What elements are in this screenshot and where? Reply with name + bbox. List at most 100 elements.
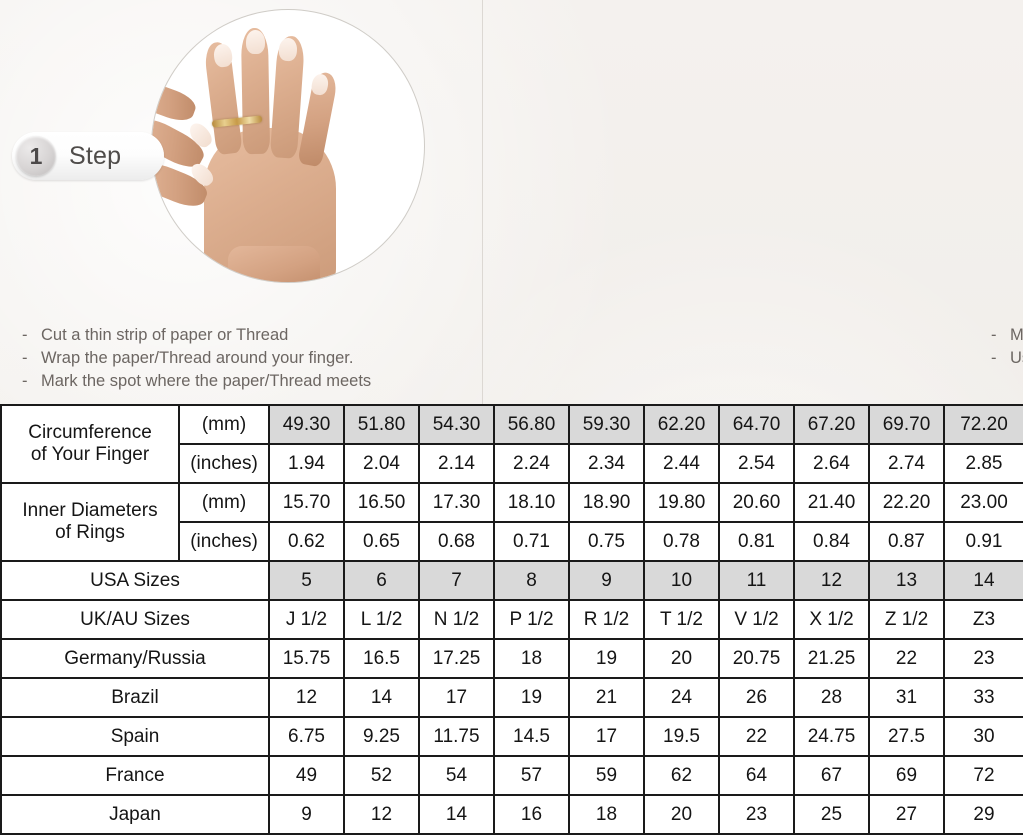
cell: 0.91	[943, 521, 1023, 562]
cell: 15.75	[268, 638, 345, 679]
cell: 20.60	[718, 482, 795, 523]
cell: 59	[568, 755, 645, 796]
cell: 18	[568, 794, 645, 835]
cell: 62	[643, 755, 720, 796]
unit-label: (inches)	[178, 521, 270, 562]
cell: 21.40	[793, 482, 870, 523]
step-1-panel: 1 Step - Cut a thin strip of paper or Th…	[0, 0, 483, 404]
cell: 27.5	[868, 716, 945, 757]
cell: 14	[343, 677, 420, 718]
instruction-item: - Cut a thin strip of paper or Thread	[22, 324, 462, 347]
cell: 54	[418, 755, 495, 796]
table-row: Inner Diameters of Rings (mm) 15.70 16.5…	[0, 482, 1023, 561]
panel-divider	[482, 0, 483, 404]
row-label-line-2: of Your Finger	[30, 444, 150, 465]
bullet-dash-icon: -	[991, 349, 997, 367]
row-label-spain: Spain	[0, 716, 270, 757]
cell: 13	[868, 560, 945, 601]
row-label-usa-sizes: USA Sizes	[0, 560, 270, 601]
cell: 6	[343, 560, 420, 601]
cell: 0.84	[793, 521, 870, 562]
row-label-france: France	[0, 755, 270, 796]
cell: 20	[643, 638, 720, 679]
cell: 18	[493, 638, 570, 679]
cell: 19	[568, 638, 645, 679]
cell: 12	[268, 677, 345, 718]
cell: 20	[643, 794, 720, 835]
cell: 49.30	[268, 404, 345, 445]
cell: Z3	[943, 599, 1023, 640]
ring-size-conversion-table: Circumference of Your Finger (mm) 49.30 …	[0, 404, 1023, 835]
cell: 7	[418, 560, 495, 601]
cell: 11	[718, 560, 795, 601]
cell: 14.5	[493, 716, 570, 757]
cell: 19.80	[643, 482, 720, 523]
cell: 22	[718, 716, 795, 757]
step-2-instruction-list: - Measure the length of the thread with …	[991, 324, 1023, 370]
bullet-dash-icon: -	[991, 326, 997, 344]
cell: 31	[868, 677, 945, 718]
cell: P 1/2	[493, 599, 570, 640]
cell: 49	[268, 755, 345, 796]
cell: 12	[793, 560, 870, 601]
table-row: Japan 9 12 14 16 18 20 23 25 27 29	[0, 794, 1023, 835]
cell: 14	[943, 560, 1023, 601]
cell: R 1/2	[568, 599, 645, 640]
cell: 64.70	[718, 404, 795, 445]
cell: 56.80	[493, 404, 570, 445]
cell: 17	[568, 716, 645, 757]
unit-label: (mm)	[178, 404, 270, 445]
hand-with-ring-illustration	[152, 10, 424, 282]
cell: 69.70	[868, 404, 945, 445]
cell: 64	[718, 755, 795, 796]
cell: 8	[493, 560, 570, 601]
cell: 23	[943, 638, 1023, 679]
cell: 15.70	[268, 482, 345, 523]
cell: 23	[718, 794, 795, 835]
cell: 25	[793, 794, 870, 835]
cell: 30	[943, 716, 1023, 757]
cell: 69	[868, 755, 945, 796]
cell: 0.62	[268, 521, 345, 562]
table-row: UK/AU Sizes J 1/2 L 1/2 N 1/2 P 1/2 R 1/…	[0, 599, 1023, 640]
cell: 16	[493, 794, 570, 835]
cell: 14	[418, 794, 495, 835]
cell: 9	[268, 794, 345, 835]
cell: 72	[943, 755, 1023, 796]
cell: 17.30	[418, 482, 495, 523]
cell: 24.75	[793, 716, 870, 757]
cell: 21.25	[793, 638, 870, 679]
step-1-label: Step	[69, 141, 122, 170]
cell: 67	[793, 755, 870, 796]
cell: 2.04	[343, 443, 420, 484]
cell: 33	[943, 677, 1023, 718]
cell: 16.50	[343, 482, 420, 523]
instruction-item: - Measure the length of the thread with …	[991, 324, 1023, 347]
cell: 5	[268, 560, 345, 601]
row-label-uk-au-sizes: UK/AU Sizes	[0, 599, 270, 640]
row-label-circumference: Circumference of Your Finger	[0, 404, 180, 483]
cell: 57	[493, 755, 570, 796]
bullet-dash-icon: -	[22, 326, 28, 344]
cell: V 1/2	[718, 599, 795, 640]
cell: 72.20	[943, 404, 1023, 445]
cell: 2.34	[568, 443, 645, 484]
table-row: Germany/Russia 15.75 16.5 17.25 18 19 20…	[0, 638, 1023, 679]
cell: N 1/2	[418, 599, 495, 640]
cell: 67.20	[793, 404, 870, 445]
cell: 52	[343, 755, 420, 796]
instruction-item: - Mark the spot where the paper/Thread m…	[22, 370, 462, 393]
instructions-section: 1 Step - Cut a thin strip of paper or Th…	[0, 0, 1023, 404]
bullet-dash-icon: -	[22, 372, 28, 390]
cell: 51.80	[343, 404, 420, 445]
row-label-japan: Japan	[0, 794, 270, 835]
cell: 0.75	[568, 521, 645, 562]
instruction-text: Measure the length of the thread with yo…	[1010, 326, 1023, 344]
cell: 29	[943, 794, 1023, 835]
cell: 54.30	[418, 404, 495, 445]
instruction-item: - Use the following chart to determine y…	[991, 347, 1023, 370]
cell: 26	[718, 677, 795, 718]
row-label-inner-diameter: Inner Diameters of Rings	[0, 482, 180, 561]
bullet-dash-icon: -	[22, 349, 28, 367]
